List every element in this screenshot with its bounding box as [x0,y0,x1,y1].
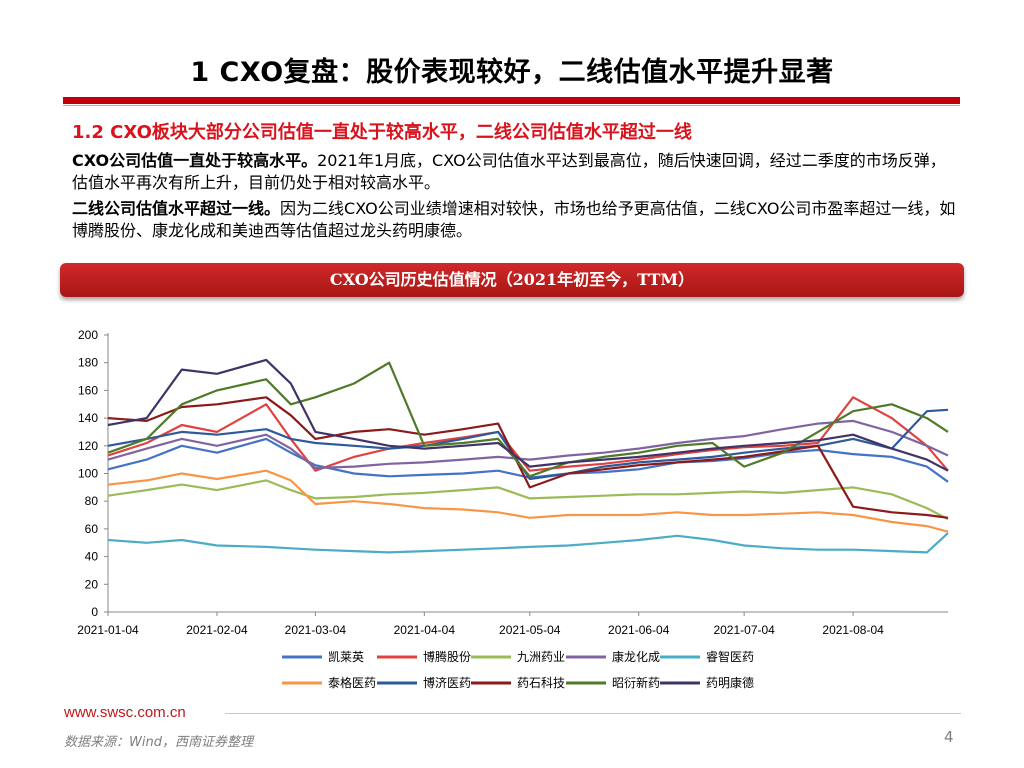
y-tick-label: 160 [78,383,98,397]
legend-label-9: 昭衍新药 [612,675,660,690]
x-tick-label: 2021-01-04 [77,623,139,637]
series-line-4 [107,419,949,470]
legend-label-1: 凯莱英 [328,650,364,664]
title-divider [63,97,960,104]
y-tick-label: 40 [85,550,99,564]
x-tick-label: 2021-07-04 [713,623,775,637]
legend-label-6: 泰格医药 [328,675,376,690]
paragraph-1-lead: CXO公司估值一直处于较高水平。 [72,151,318,170]
y-tick-label: 100 [78,467,98,481]
x-tick-label: 2021-06-04 [608,623,670,637]
legend-label-3: 九洲药业 [517,650,565,664]
page-number: 4 [944,728,954,746]
legend-label-7: 博济医药 [423,675,471,690]
paragraph-1: CXO公司估值一直处于较高水平。2021年1月底，CXO公司估值水平达到最高位，… [72,150,957,194]
footer-url[interactable]: www.swsc.com.cn [64,704,186,721]
series-line-10 [107,358,949,472]
page-title: 1 CXO复盘：股价表现较好，二线估值水平提升显著 [190,57,834,88]
series-line-3 [107,479,949,521]
legend-label-8: 药石科技 [517,676,565,690]
y-tick-label: 180 [78,356,98,370]
data-source: 数据来源：Wind，西南证券整理 [64,735,253,750]
y-tick-label: 80 [85,494,99,508]
y-tick-label: 20 [85,577,99,591]
paragraph-2-text: 因为二线CXO公司业绩增速相对较快，市场也给予更高估值，二线CXO公司市盈率超过… [72,199,956,240]
x-tick-label: 2021-03-04 [285,623,347,637]
x-tick-label: 2021-04-04 [394,623,456,637]
legend-label-4: 康龙化成 [612,649,660,664]
y-tick-label: 60 [85,522,99,536]
y-tick-label: 120 [78,439,98,453]
chart-banner: CXO公司历史估值情况（2021年初至今，TTM） [60,263,964,297]
section-subtitle: 1.2 CXO板块大部分公司估值一直处于较高水平，二线公司估值水平超过一线 [72,122,692,143]
footer-divider [225,713,961,714]
x-tick-label: 2021-02-04 [186,623,248,637]
series-line-6 [107,469,949,533]
series-line-9 [107,361,949,478]
y-tick-label: 0 [91,605,98,619]
paragraph-1-text: 2021年1月底，CXO公司估值水平达到最高位，随后快速回调，经过二季度的市场反… [72,151,946,192]
y-tick-label: 200 [78,328,98,342]
legend-label-2: 博腾股份 [423,649,471,664]
paragraph-2: 二线公司估值水平超过一线。因为二线CXO公司业绩增速相对较快，市场也给予更高估值… [72,198,957,242]
x-tick-label: 2021-05-04 [499,623,561,637]
y-tick-label: 140 [78,411,98,425]
series-line-2 [107,396,949,472]
paragraph-2-lead: 二线公司估值水平超过一线。 [72,199,281,218]
legend-label-5: 睿智医药 [706,649,754,664]
legend-label-10: 药明康德 [706,675,754,690]
series-line-8 [107,396,949,519]
x-tick-label: 2021-08-04 [822,623,884,637]
series-line-5 [107,532,949,554]
title-divider-thin [63,105,960,106]
